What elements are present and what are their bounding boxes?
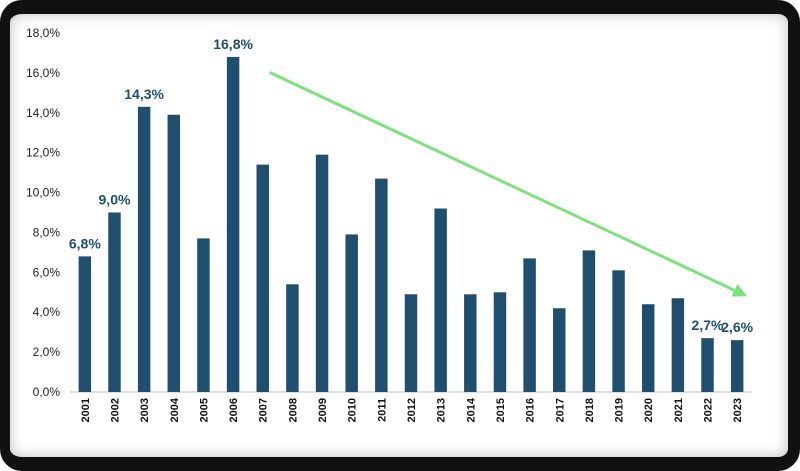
bar [226,56,240,392]
bar [78,256,92,392]
y-tick-label: 6,0% [33,265,61,279]
y-tick-label: 4,0% [33,305,61,319]
bar [286,284,299,392]
x-tick-label: 2021 [673,398,685,422]
y-tick-label: 14,0% [26,106,60,120]
trend-arrow [269,71,748,297]
x-tick-label: 2016 [525,398,537,422]
y-axis: 0,0% 2,0% 4,0% 6,0% 8,0% 10,0% 12,0% 14,0% 16,0%… [26,26,60,399]
y-tick-label: 16,0% [26,66,60,80]
x-tick-label: 2014 [465,397,477,422]
x-tick-label: 2004 [169,397,181,422]
x-tick-label: 2018 [584,398,596,422]
y-tick-label: 0,0% [33,385,61,399]
y-tick-label: 12,0% [26,146,60,160]
x-tick-label: 2015 [495,398,507,422]
x-tick-label: 2003 [139,398,151,422]
bar [256,164,269,392]
x-tick-label: 2017 [554,398,566,422]
x-axis: 2001 2002 2003 2004 2005 2006 2007 2008 2009 2010… [70,391,752,422]
bar [167,114,181,393]
x-tick-label: 2006 [228,398,240,422]
bar [701,338,714,392]
bar [523,258,536,392]
data-label: 2,6% [721,319,753,335]
bar [375,178,388,392]
bar [108,212,121,392]
bar [641,304,655,392]
bar [464,294,477,392]
bar [137,106,151,393]
y-tick-label: 8,0% [33,225,61,239]
data-label: 14,3% [124,86,164,102]
bar [345,234,358,392]
x-tick-label: 2001 [80,398,92,422]
data-label: 16,8% [213,36,253,52]
bar [404,294,418,392]
y-tick-label: 10,0% [26,186,60,200]
x-tick-label: 2007 [258,398,270,422]
x-tick-label: 2005 [198,398,210,422]
data-label: 6,8% [69,235,101,251]
x-tick-label: 2008 [287,398,299,422]
bars [78,56,744,393]
x-tick-label: 2010 [347,398,359,422]
x-tick-label: 2019 [614,398,626,422]
data-label: 9,0% [99,192,131,208]
x-tick-label: 2009 [317,398,329,422]
x-tick-label: 2012 [406,398,418,422]
x-tick-label: 2002 [109,398,121,422]
data-label: 2,7% [692,317,724,333]
y-tick-label: 18,0% [26,26,60,40]
bar [730,340,744,392]
x-tick-label: 2013 [436,398,448,422]
bar [612,270,625,392]
bar [553,308,566,392]
data-labels: 6,8% 9,0% 14,3% 16,8% 2,7%2,6% [69,36,754,335]
x-tick-label: 2022 [703,398,715,422]
x-tick-label: 2020 [643,398,655,422]
bar [582,250,596,392]
x-tick-label: 2023 [732,398,744,422]
trend-arrow-head [731,283,748,297]
x-tick-label: 2011 [376,398,388,422]
trend-arrow-line [269,71,736,292]
bar [493,292,507,392]
bar [315,154,329,392]
y-tick-label: 2,0% [33,345,61,359]
bar [671,298,685,392]
bar [434,208,447,392]
bar [197,238,210,392]
